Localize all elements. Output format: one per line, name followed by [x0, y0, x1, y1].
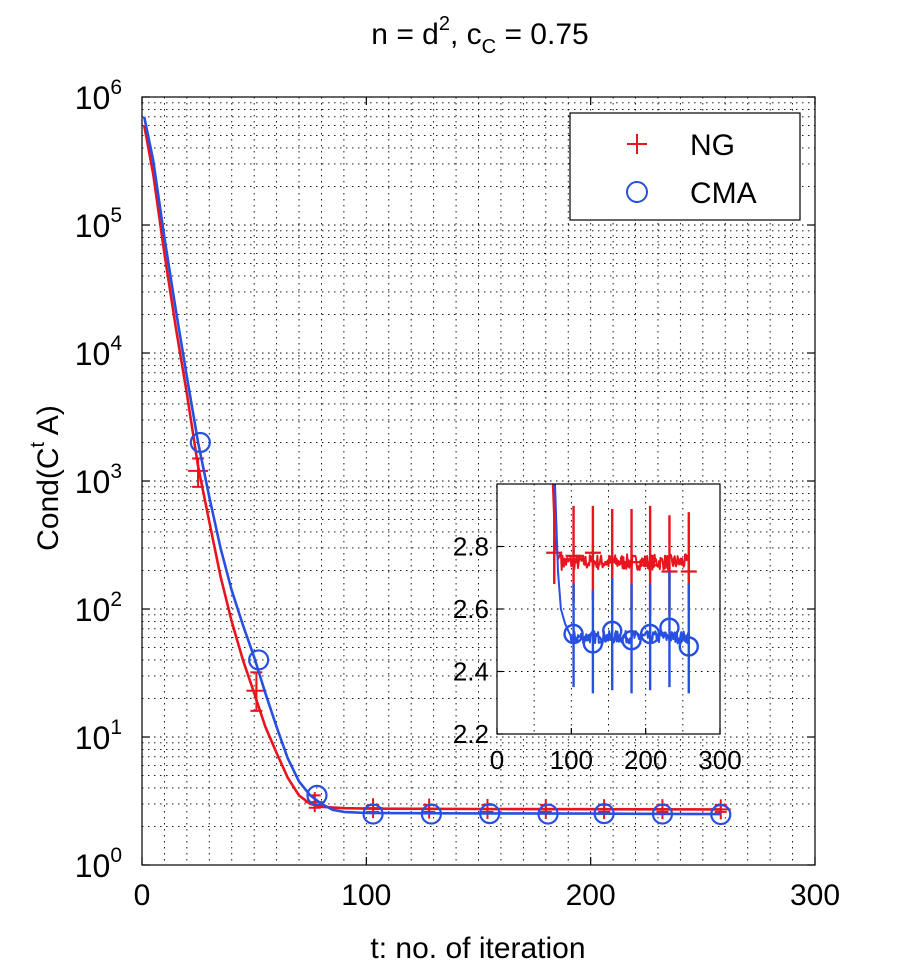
y-tick-exponent: 4 — [110, 332, 122, 355]
legend-marker-cma — [626, 181, 648, 203]
y-tick-exponent: 2 — [110, 588, 122, 611]
inset-x-tick-label: 200 — [624, 745, 667, 775]
y-tick-base: 10 — [75, 720, 111, 756]
data-point-cma — [306, 784, 328, 806]
data-point-cma — [479, 803, 501, 825]
x-tick-label: 200 — [566, 879, 616, 912]
x-tick-label: 300 — [790, 879, 840, 912]
data-point-cma — [362, 803, 384, 825]
data-point-cma — [189, 431, 211, 454]
inset-y-tick-label: 2.2 — [453, 719, 489, 749]
inset-series — [546, 483, 699, 694]
data-point-cma — [593, 803, 615, 825]
y-tick-exponent: 0 — [110, 844, 122, 867]
inset-data-point-cma — [678, 636, 699, 657]
x-tick-label: 0 — [134, 879, 151, 912]
data-point-cma — [537, 803, 559, 825]
inset-x-tick-label: 100 — [550, 745, 593, 775]
y-tick-label: 101 — [75, 716, 122, 756]
y-tick-label: 103 — [75, 460, 122, 500]
data-point-cma — [710, 803, 732, 826]
data-point-cma — [248, 649, 270, 671]
y-tick-base: 10 — [75, 80, 111, 116]
title-part-5: = 0.75 — [496, 18, 589, 51]
y-tick-exponent: 5 — [110, 204, 122, 227]
legend-marker-ng — [627, 134, 647, 154]
y-tick-base: 10 — [75, 464, 111, 500]
main-series — [142, 116, 732, 826]
inset-data-point-cma — [563, 623, 584, 645]
data-point-cma — [651, 803, 674, 825]
y-tick-exponent: 3 — [110, 460, 122, 483]
title-part-3: , c — [450, 18, 482, 51]
x-tick-label: 100 — [341, 879, 391, 912]
inset-x-tick-label: 0 — [490, 745, 504, 775]
y-tick-base: 10 — [75, 208, 111, 244]
y-tick-exponent: 1 — [110, 716, 122, 739]
ylabel-part-1: Cond(C — [32, 447, 65, 550]
inset-data-point-cma — [582, 633, 604, 654]
y-tick-label: 104 — [75, 332, 123, 372]
legend-label-cma: CMA — [690, 177, 757, 210]
y-tick-label: 106 — [75, 76, 122, 116]
x-axis-label: t: no. of iteration — [370, 932, 585, 965]
y-tick-base: 10 — [75, 336, 111, 372]
inset-axis-ticks: 0 100 200 300 2.2 2.4 2.6 2.8 — [453, 532, 742, 776]
inset-y-tick-label: 2.8 — [453, 532, 489, 562]
inset-data-point-cma — [602, 620, 623, 642]
ylabel-part-3: A) — [32, 405, 65, 442]
inset-y-tick-label: 2.6 — [453, 594, 489, 624]
y-tick-label: 100 — [75, 844, 122, 884]
main-grid — [142, 96, 815, 865]
legend-label-ng: NG — [690, 129, 735, 162]
legend: NG CMA — [569, 112, 801, 221]
ylabel-part-2: t — [27, 441, 49, 447]
legend-box — [569, 112, 801, 221]
data-point-cma — [420, 803, 442, 825]
title-part-4: C — [482, 36, 496, 58]
chart-title: n = d2, cC = 0.75 — [371, 13, 588, 58]
y-tick-exponent: 6 — [110, 76, 122, 99]
y-tick-base: 10 — [75, 848, 111, 884]
y-tick-label: 105 — [75, 204, 122, 244]
y-tick-label: 102 — [75, 588, 122, 628]
inset-data-point-cma — [621, 630, 642, 651]
inset-y-tick-label: 2.4 — [453, 657, 489, 687]
y-axis-label: Cond(Ct A) — [27, 405, 65, 551]
y-tick-base: 10 — [75, 592, 111, 628]
series-line-cma — [142, 116, 721, 816]
inset-data-point-cma — [639, 623, 661, 645]
inset-x-tick-label: 300 — [698, 745, 741, 775]
inset-data-point-cma — [659, 617, 680, 638]
title-part-1: n = d — [371, 18, 439, 51]
title-part-2: 2 — [439, 13, 450, 35]
